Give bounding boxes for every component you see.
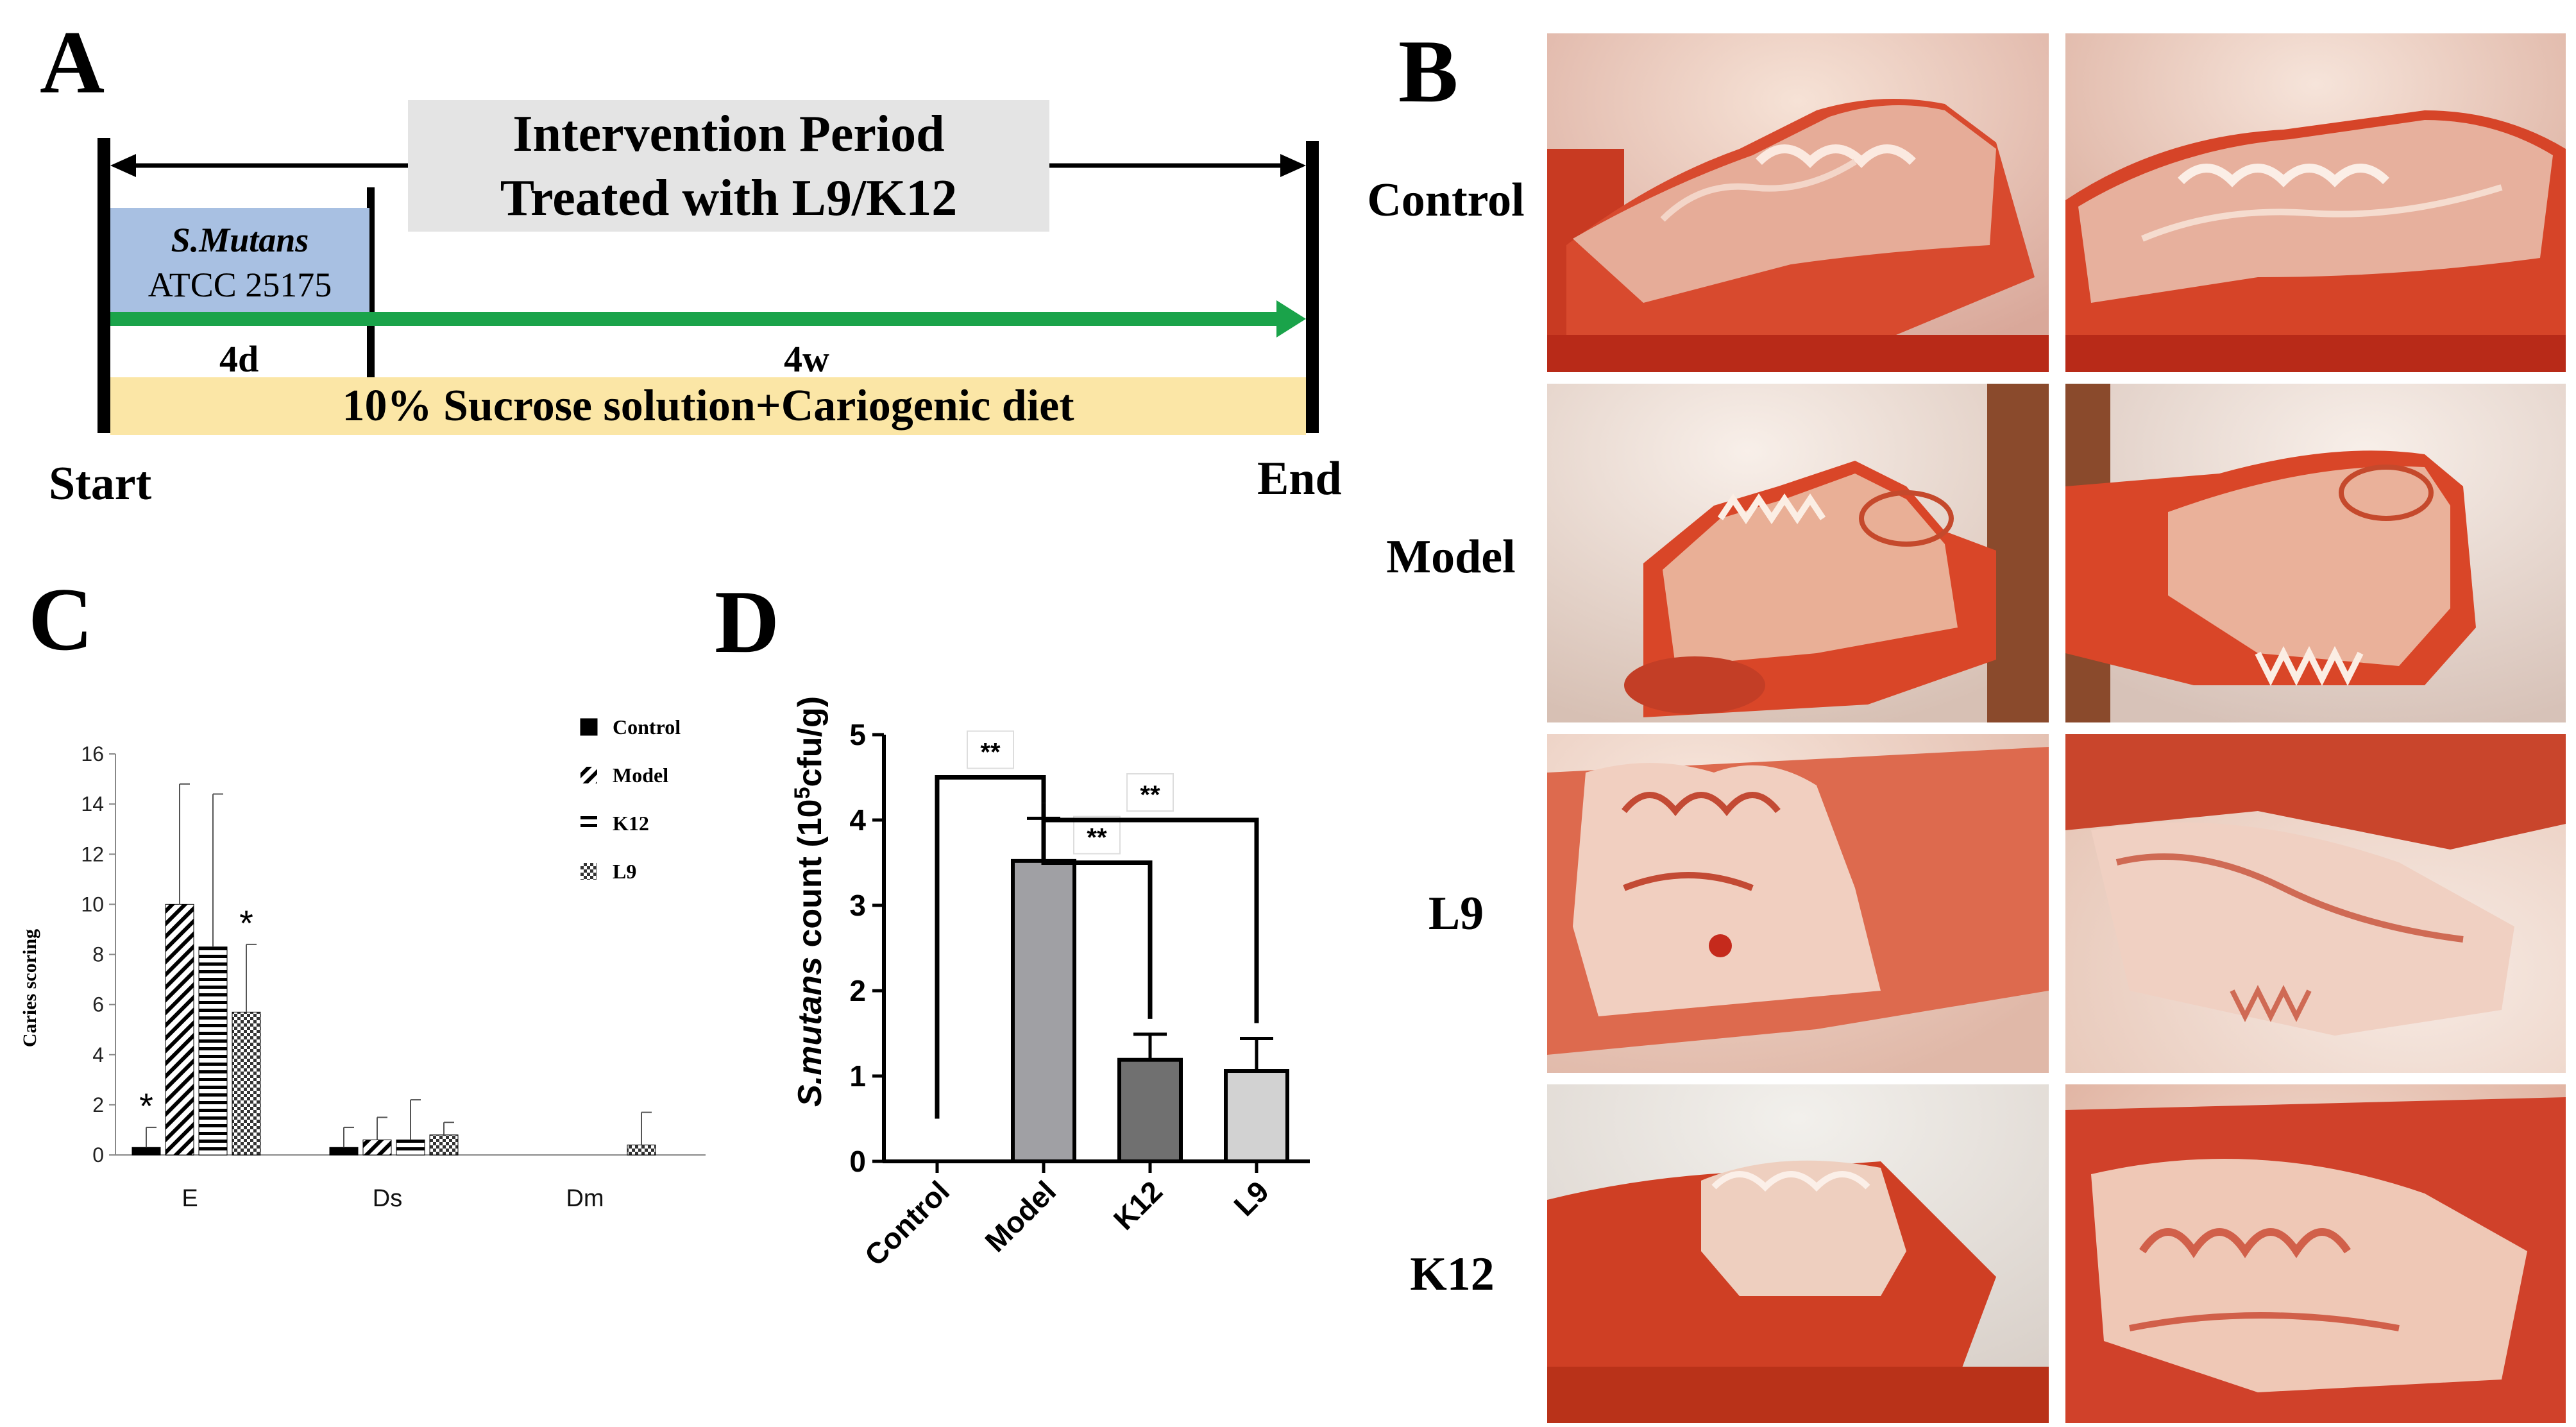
legend-swatch-control: [580, 718, 598, 736]
smutans-significance-box: [1073, 816, 1121, 855]
caries-y-tick-label: 0: [92, 1143, 104, 1166]
smutans-comparison-bracket: [1041, 803, 1259, 1023]
legend-label-l9: L9: [613, 860, 636, 883]
period-arrow-right-head: [1280, 154, 1306, 177]
legend-label-model: Model: [613, 764, 668, 787]
start-label: Start: [49, 457, 152, 510]
smutans-ylabel: S.mutans count (105cfu/g): [790, 696, 829, 1107]
end-line: [1306, 141, 1319, 433]
panel-letter-c: C: [28, 570, 94, 669]
caries-y-tick-label: 6: [92, 993, 104, 1016]
smutans-ylabel-main: count (10: [792, 799, 829, 957]
caries-bar-model-ds: [362, 1140, 392, 1156]
caries-bar-control-ds: [329, 1147, 359, 1156]
photo-control-2: [2065, 33, 2566, 372]
smutans-y-tick-label: 2: [849, 974, 866, 1007]
smutans-y-tick-label: 1: [849, 1059, 866, 1093]
smutans-ylabel-sup: 5: [790, 787, 815, 799]
smutans-bar-k12: [1117, 1057, 1183, 1163]
caries-y-tick-label: 2: [92, 1093, 104, 1116]
caries-bar-k12-ds: [396, 1140, 425, 1156]
photo-k12-1: [1547, 1084, 2049, 1423]
smutans-comparison-bracket: [935, 775, 1046, 1119]
caries-y-tick-label: 16: [81, 742, 104, 765]
photo-model-2: [2065, 384, 2566, 722]
row-label-control: Control: [1367, 174, 1525, 226]
caries-significance-star: *: [239, 903, 253, 943]
caries-x-tick-label: Ds: [373, 1185, 402, 1212]
photo-control-1: [1547, 33, 2049, 372]
diet-label: 10% Sucrose solution+Cariogenic diet: [342, 381, 1074, 431]
caries-y-tick-label: 10: [81, 893, 104, 916]
smutans-significance-box: [1126, 773, 1174, 812]
treatment-arrow-head: [1276, 300, 1306, 338]
smutans-significance-box: [967, 730, 1014, 769]
smutans-ylabel-italic: S.mutans: [792, 957, 829, 1107]
smutans-significance-label: **: [980, 739, 1001, 767]
smutans-y-tick-label: 4: [849, 803, 866, 837]
smutans-bar-model: [1011, 859, 1076, 1163]
row-label-l9: L9: [1428, 887, 1484, 940]
smutans-x-tick-label: Control: [858, 1174, 956, 1272]
start-line: [97, 138, 110, 433]
panel-letter-d: D: [715, 572, 780, 672]
smutans-x-tick-label: Model: [978, 1174, 1062, 1258]
intervention-box: Intervention Period Treated with L9/K12: [408, 100, 1049, 232]
smutans-x-tick-label: L9: [1227, 1174, 1275, 1222]
smutans-y-tick-label: 0: [849, 1145, 866, 1178]
smutans-comparison-bracket: [1041, 803, 1153, 1019]
smutans-bar-l9: [1224, 1069, 1289, 1164]
duration-4d: 4d: [219, 338, 259, 380]
duration-4w: 4w: [784, 338, 829, 380]
caries-y-tick-label: 4: [92, 1043, 104, 1066]
end-label: End: [1257, 452, 1342, 505]
strain-id: ATCC 25175: [148, 266, 332, 304]
diet-bar: 10% Sucrose solution+Cariogenic diet: [110, 377, 1306, 435]
caries-y-tick-label: 14: [81, 792, 104, 816]
period-arrow-left-head: [110, 154, 136, 177]
caries-x-tick-label: Dm: [566, 1185, 604, 1212]
caries-y-tick-label: 12: [81, 842, 104, 866]
smutans-significance-label: **: [1140, 781, 1160, 809]
smutans-significance-label: **: [1087, 824, 1107, 852]
panel-letter-b: B: [1398, 22, 1459, 121]
panel-letter-a: A: [40, 13, 105, 112]
legend-label-k12: K12: [613, 812, 649, 835]
caries-bar-k12-e: [198, 946, 228, 1156]
smutans-y-tick-label: 5: [849, 718, 866, 751]
caries-y-tick-label: 8: [92, 943, 104, 966]
legend-label-control: Control: [613, 715, 681, 739]
caries-bar-l9-ds: [429, 1134, 459, 1156]
strain-name: S.Mutans: [171, 220, 309, 259]
caries-bar-control-e: [131, 1147, 161, 1156]
legend-swatch-l9: [580, 863, 597, 880]
row-label-k12: K12: [1410, 1248, 1495, 1301]
photo-l9-1: [1547, 734, 2049, 1073]
strain-box: S.Mutans ATCC 25175: [110, 208, 369, 317]
caries-bar-model-e: [165, 903, 194, 1156]
smutans-y-tick-label: 3: [849, 889, 866, 922]
photo-k12-2: [2065, 1084, 2566, 1423]
legend-swatch-model: [580, 767, 597, 783]
intervention-line-1: Intervention Period: [513, 105, 945, 162]
photo-model-1: [1547, 384, 2049, 722]
caries-bar-l9-e: [232, 1011, 261, 1156]
legend-swatch-k12: [580, 815, 597, 832]
caries-x-tick-label: E: [182, 1185, 198, 1212]
smutans-x-tick-label: K12: [1107, 1174, 1169, 1236]
caries-ylabel: Caries scoring: [19, 929, 40, 1047]
caries-significance-star: *: [139, 1086, 153, 1126]
caries-chart: Caries scoring 0 2 4 6 8 10 12 14 16 E Ds Dm * * Cont…: [19, 715, 706, 1212]
row-label-model: Model: [1386, 531, 1516, 583]
photo-l9-2: [2065, 734, 2566, 1073]
intervention-line-2: Treated with L9/K12: [500, 169, 958, 226]
caries-bar-l9-dm: [627, 1144, 656, 1156]
smutans-ylabel-end: cfu/g): [792, 696, 829, 787]
